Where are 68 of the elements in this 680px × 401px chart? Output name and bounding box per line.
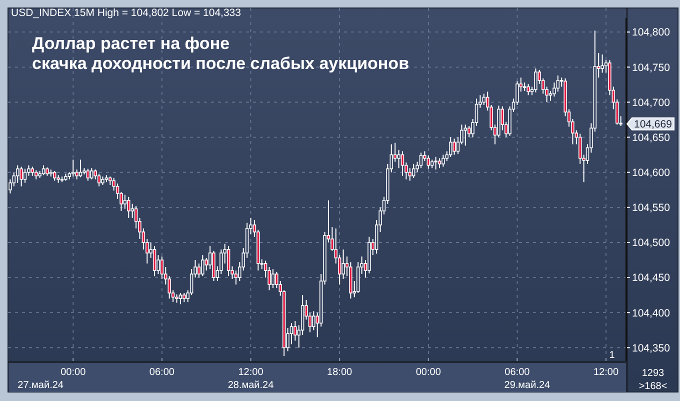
candlestick bbox=[152, 245, 156, 277]
candlestick bbox=[397, 149, 400, 169]
candlestick bbox=[182, 292, 186, 303]
candlestick bbox=[23, 168, 27, 184]
candlestick bbox=[127, 196, 130, 218]
x-tick-label: 00:00 bbox=[416, 367, 442, 378]
text: >168< bbox=[638, 381, 668, 392]
candlestick bbox=[16, 164, 20, 184]
candlestick bbox=[72, 159, 75, 178]
candlestick bbox=[426, 154, 430, 170]
candlestick bbox=[42, 164, 46, 176]
candlestick bbox=[342, 248, 345, 280]
candlestick bbox=[419, 152, 423, 169]
y-tick-label: 104,500 bbox=[632, 237, 670, 250]
text: 29.май.24 bbox=[504, 380, 551, 391]
y-tick-label: 104,400 bbox=[632, 307, 670, 320]
candlestick bbox=[534, 68, 538, 93]
x-tick-label: 18:00 bbox=[327, 367, 353, 378]
candlestick bbox=[434, 156, 438, 170]
y-tick-label: 104,450 bbox=[632, 272, 670, 284]
candlestick bbox=[86, 168, 90, 182]
candlestick bbox=[78, 159, 82, 178]
annotation: 1 bbox=[609, 350, 616, 361]
candlestick bbox=[34, 170, 38, 180]
y-tick-label: 104,550 bbox=[632, 202, 670, 214]
text: Доллар растет на фоне скачка доходности после слабых аукционов bbox=[32, 34, 410, 73]
y-tick-label: 104,350 bbox=[632, 342, 670, 354]
candlestick bbox=[600, 54, 604, 74]
candlestick bbox=[97, 173, 101, 187]
candlestick bbox=[123, 194, 127, 210]
text: 27.май.24 bbox=[18, 380, 64, 391]
candlestick bbox=[408, 168, 412, 182]
candlestick bbox=[556, 75, 560, 92]
candlestick bbox=[234, 270, 238, 286]
x-tick-label: 12:00 bbox=[594, 367, 619, 378]
candlestick bbox=[197, 263, 201, 278]
candlestick bbox=[452, 138, 456, 156]
candlestick bbox=[578, 133, 582, 164]
candlestick bbox=[448, 136, 452, 158]
y-tick-label: 104,800 bbox=[632, 26, 670, 39]
candlestick bbox=[130, 203, 134, 218]
candlestick bbox=[53, 170, 56, 182]
y-tick-label: 104,750 bbox=[632, 62, 670, 74]
text: 1293 bbox=[642, 368, 665, 379]
candlestick bbox=[482, 93, 486, 106]
candlestick bbox=[271, 268, 275, 289]
y-tick-label: 104,700 bbox=[632, 96, 670, 109]
candlestick bbox=[201, 254, 204, 277]
x-tick-label: 06:00 bbox=[149, 367, 175, 378]
candlestick bbox=[226, 245, 230, 277]
y-tick-label: 104,650 bbox=[632, 132, 670, 144]
candlestick bbox=[438, 158, 442, 169]
text: 104,669 bbox=[634, 118, 672, 131]
x-tick-label: 06:00 bbox=[504, 367, 530, 378]
y-tick-label: 104,600 bbox=[632, 166, 670, 179]
candlestick bbox=[178, 292, 182, 305]
candlestick bbox=[464, 124, 467, 146]
candlestick bbox=[412, 163, 416, 178]
text: 28.май.24 bbox=[228, 380, 274, 391]
candlestick bbox=[20, 166, 23, 187]
candlestick bbox=[442, 154, 445, 168]
x-tick-label: 00:00 bbox=[60, 367, 86, 378]
candlestick bbox=[90, 168, 94, 180]
candlestick bbox=[526, 83, 530, 96]
candlestick bbox=[30, 166, 34, 176]
x-tick-label: 12:00 bbox=[238, 367, 264, 378]
candlestick bbox=[400, 150, 404, 176]
chart-subtitle: USD_INDEX 15M High = 104,802 Low = 104,333 bbox=[11, 7, 242, 19]
